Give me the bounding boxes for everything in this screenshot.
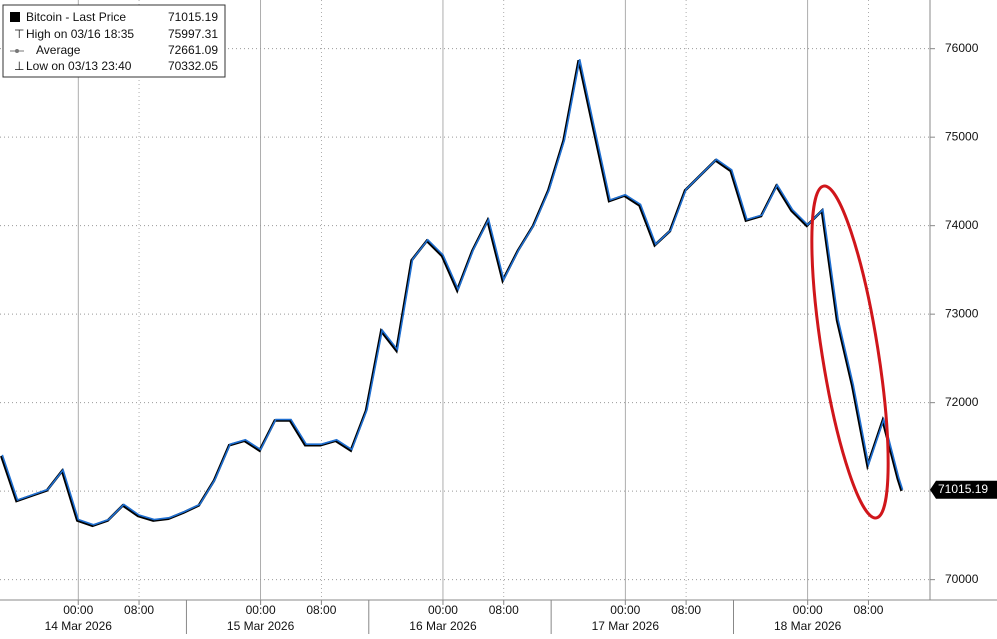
x-tick-label: 08:00	[124, 603, 154, 617]
legend-icon	[15, 49, 19, 53]
y-tick-label: 70000	[945, 572, 979, 586]
legend-label: Low on 03/13 23:40	[26, 59, 132, 73]
highlight-ellipse	[810, 184, 890, 520]
y-tick-label: 72000	[945, 395, 979, 409]
x-tick-label: 00:00	[610, 603, 640, 617]
plot	[0, 59, 904, 528]
legend-value: 71015.19	[168, 10, 218, 24]
legend-swatch	[10, 12, 20, 22]
legend-value: 75997.31	[168, 27, 218, 41]
legend-label: Average	[36, 43, 81, 57]
x-tick-label: 08:00	[489, 603, 519, 617]
legend-box	[2, 4, 226, 78]
legend-label: Bitcoin - Last Price	[26, 10, 126, 24]
x-tick-label: 00:00	[63, 603, 93, 617]
x-tick-label: 08:00	[306, 603, 336, 617]
x-tick-label: 08:00	[671, 603, 701, 617]
legend-value: 72661.09	[168, 43, 218, 57]
price-line	[1, 59, 904, 526]
legend: Bitcoin - Last Price 71015.19 ⊤ High on …	[2, 4, 226, 78]
x-tick-label: 08:00	[853, 603, 883, 617]
tag-label: 71015.19	[938, 482, 988, 496]
legend-icon: ⊤	[14, 27, 24, 41]
legend-icon: ⊥	[14, 59, 24, 73]
y-tick-label: 76000	[945, 41, 979, 55]
date-label: 18 Mar 2026	[774, 619, 842, 633]
legend-value: 70332.05	[168, 59, 218, 73]
grid: 7000071000720007300074000750007600000:00…	[0, 0, 979, 634]
last-price-tag: 71015.19	[930, 480, 997, 499]
x-tick-label: 00:00	[246, 603, 276, 617]
y-tick-label: 74000	[945, 218, 979, 232]
tag-box	[930, 480, 997, 499]
date-label: 16 Mar 2026	[409, 619, 477, 633]
date-label: 14 Mar 2026	[45, 619, 113, 633]
x-tick-label: 00:00	[793, 603, 823, 617]
y-tick-label: 73000	[945, 306, 979, 320]
y-tick-label: 75000	[945, 129, 979, 143]
legend-label: High on 03/16 18:35	[26, 27, 134, 41]
date-label: 17 Mar 2026	[592, 619, 660, 633]
x-tick-label: 00:00	[428, 603, 458, 617]
date-label: 15 Mar 2026	[227, 619, 295, 633]
